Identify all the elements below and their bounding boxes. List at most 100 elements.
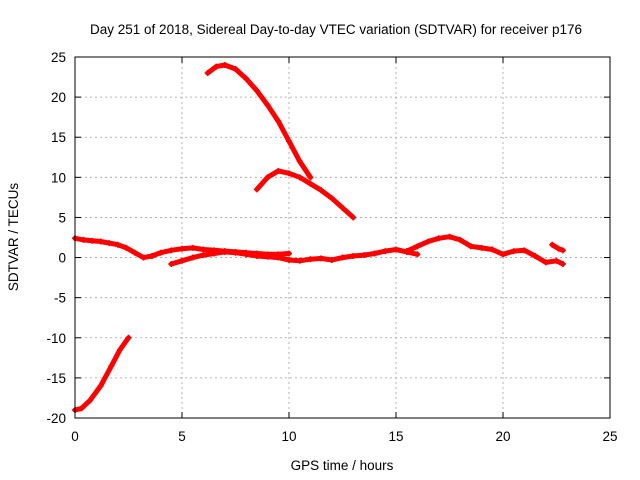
series-trace (254, 168, 356, 220)
data-point (489, 246, 496, 253)
data-point (189, 254, 196, 261)
data-point (253, 186, 260, 193)
data-point (318, 255, 325, 262)
data-point (264, 253, 271, 260)
data-point (106, 240, 113, 247)
data-point (213, 63, 220, 70)
series-arc-baseline-late (403, 233, 566, 267)
axis-ticks: 0 5 10 15 20 25 -20 -15 -10 -5 0 5 10 15 20 25 (46, 50, 617, 444)
data-point (555, 245, 562, 252)
data-point (296, 174, 303, 181)
data-point (114, 241, 121, 248)
x-tick-label: 10 (281, 429, 296, 444)
data-point (559, 247, 566, 254)
series-trace (404, 234, 566, 267)
data-point (446, 233, 453, 240)
data-point (307, 256, 314, 263)
series-arc-short-late (549, 241, 566, 254)
data-point (296, 158, 303, 165)
x-tick-label: 25 (602, 429, 617, 444)
grid (75, 57, 610, 418)
data-point (478, 244, 485, 251)
data-point (286, 170, 292, 177)
data-point (532, 252, 539, 259)
x-axis-label: GPS time / hours (291, 458, 394, 473)
data-point (253, 87, 260, 94)
data-point (328, 256, 335, 263)
y-axis-label: SDTVAR / TECUs (6, 183, 21, 292)
data-point (221, 248, 228, 255)
data-point (307, 174, 314, 181)
data-point (232, 66, 239, 73)
y-tick-label: 10 (51, 170, 66, 185)
y-tick-label: -10 (46, 331, 66, 346)
data-point (275, 118, 282, 125)
data-point (339, 254, 346, 261)
y-tick-label: 0 (58, 251, 66, 266)
data-point (425, 238, 432, 245)
data-point (97, 382, 104, 389)
data-point (204, 70, 211, 77)
series-arc-high (204, 62, 314, 181)
data-point (553, 257, 560, 264)
data-point (286, 138, 292, 145)
data-point (253, 252, 260, 259)
x-tick-label: 0 (71, 429, 79, 444)
data-point (559, 260, 566, 267)
data-point (97, 238, 104, 245)
y-tick-label: -5 (54, 291, 66, 306)
data-point (116, 346, 123, 353)
data-point (286, 256, 292, 263)
data-point (149, 252, 156, 259)
data-point (435, 235, 442, 242)
data-point (350, 252, 357, 259)
data-point (328, 195, 335, 202)
y-tick-label: -15 (46, 371, 66, 386)
data-series-group (72, 62, 566, 413)
data-point (86, 397, 93, 404)
data-point (108, 362, 115, 369)
data-point (243, 75, 250, 82)
data-point (360, 252, 367, 259)
data-point (232, 249, 239, 256)
data-point (457, 236, 464, 243)
y-tick-label: 5 (58, 210, 66, 225)
plot-frame (74, 56, 611, 419)
data-point (510, 248, 517, 255)
data-point (140, 254, 147, 261)
data-point (168, 260, 175, 267)
y-tick-label: 20 (51, 90, 66, 105)
data-point (542, 259, 549, 266)
data-point (243, 251, 250, 258)
y-tick-label: 15 (51, 130, 66, 145)
data-point (275, 167, 282, 174)
data-point (521, 247, 528, 254)
data-point (78, 405, 85, 412)
data-point (200, 246, 207, 253)
data-point (123, 244, 130, 251)
data-point (414, 243, 421, 250)
data-point (549, 241, 556, 248)
data-point (403, 248, 410, 255)
data-point (89, 237, 96, 244)
series-arc-baseline-mid (168, 246, 421, 267)
data-point (264, 102, 271, 109)
data-point (371, 250, 378, 257)
data-point (318, 187, 325, 194)
x-tick-label: 15 (388, 429, 403, 444)
data-point (339, 204, 346, 211)
data-point (393, 246, 399, 253)
data-point (125, 334, 132, 341)
data-point (500, 251, 506, 258)
x-tick-label: 20 (495, 429, 510, 444)
data-point (189, 244, 196, 251)
data-point (275, 254, 282, 261)
data-point (286, 250, 292, 257)
data-point (350, 214, 357, 221)
data-point (80, 236, 87, 243)
data-point (131, 249, 138, 256)
data-point (414, 251, 421, 258)
data-point (179, 245, 185, 252)
